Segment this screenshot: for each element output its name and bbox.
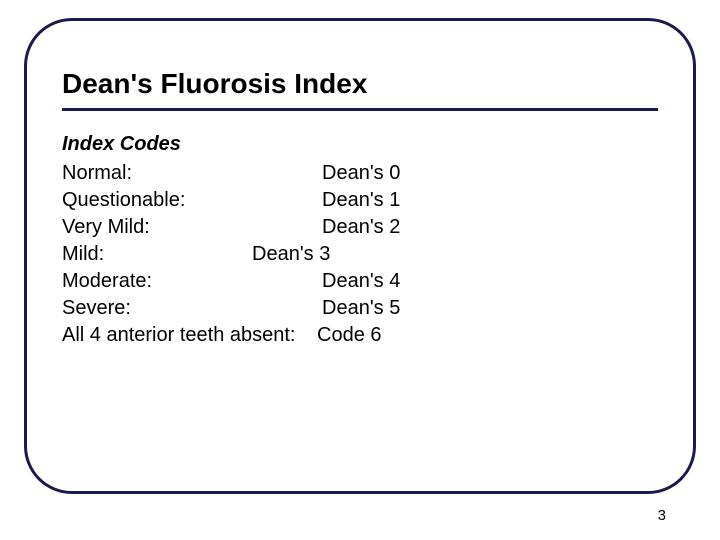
title-underline xyxy=(62,108,658,111)
code-value: Dean's 0 xyxy=(322,160,400,187)
list-item: Very Mild: Dean's 2 xyxy=(62,214,658,241)
code-label: Questionable: xyxy=(62,187,322,214)
code-label: Very Mild: xyxy=(62,214,322,241)
list-item: Normal: Dean's 0 xyxy=(62,160,658,187)
code-label: Normal: xyxy=(62,160,322,187)
code-value: Dean's 5 xyxy=(322,295,400,322)
code-label: Severe: xyxy=(62,295,322,322)
code-value: Dean's 2 xyxy=(322,214,400,241)
code-label: All 4 anterior teeth absent: xyxy=(62,322,317,349)
list-item: Mild: Dean's 3 xyxy=(62,241,658,268)
list-item: Moderate: Dean's 4 xyxy=(62,268,658,295)
index-codes-heading: Index Codes xyxy=(62,133,658,156)
code-label: Moderate: xyxy=(62,268,322,295)
code-label: Mild: xyxy=(62,241,252,268)
page-number: 3 xyxy=(658,507,666,524)
code-value: Code 6 xyxy=(317,322,382,349)
index-codes-list: Normal: Dean's 0 Questionable: Dean's 1 … xyxy=(62,160,658,349)
slide-content: Dean's Fluorosis Index Index Codes Norma… xyxy=(62,68,658,349)
code-value: Dean's 3 xyxy=(252,241,330,268)
slide-title: Dean's Fluorosis Index xyxy=(62,68,658,100)
code-value: Dean's 1 xyxy=(322,187,400,214)
list-item: Questionable: Dean's 1 xyxy=(62,187,658,214)
list-item: All 4 anterior teeth absent: Code 6 xyxy=(62,322,658,349)
code-value: Dean's 4 xyxy=(322,268,400,295)
list-item: Severe: Dean's 5 xyxy=(62,295,658,322)
